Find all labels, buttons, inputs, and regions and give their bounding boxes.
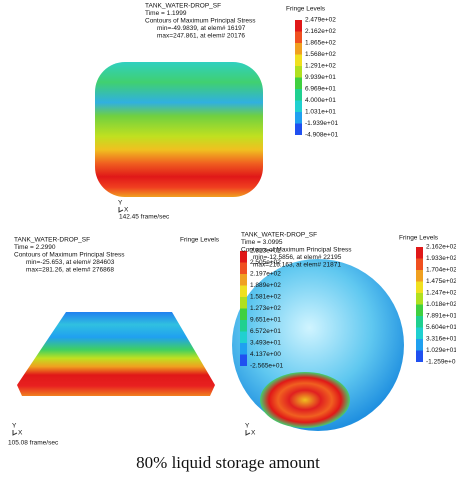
fringe-label: 3.316e+01 [426,336,456,343]
fringe-label: 2.197e+02 [250,271,281,278]
triad-x: X [124,207,129,214]
fringe-label: 3.493e+01 [250,340,281,347]
fringe-label: 1.568e+02 [305,51,336,58]
fringe-title: Fringe Levels [180,237,220,244]
colorbar-cell [240,354,247,366]
fringe-title: Fringe Levels [286,6,326,13]
colorbar-cell [240,262,247,274]
header-title: TANK_WATER-DROP_SF [145,3,221,10]
fringe-label: 9.651e+01 [250,317,281,324]
stress-spot [260,372,350,428]
header-min: min=-49.9839, at elem# 16197 [157,25,246,32]
header-min: min=-12.5856, at elem# 22195 [253,254,342,261]
header-title: TANK_WATER-DROP_SF [241,232,317,239]
colorbar-cell [416,304,423,316]
fringe-label: 6.572e+01 [250,328,281,335]
colorbar-cell [416,293,423,305]
colorbar-cell [295,100,302,112]
fringe-label: 1.865e+02 [305,40,336,47]
tank-model [95,62,263,197]
header-time: Time = 1.1999 [145,10,187,17]
fringe-label: 5.604e+01 [426,324,456,331]
header-title: TANK_WATER-DROP_SF [14,237,90,244]
fringe-label: 2.479e+02 [305,17,336,24]
colorbar-cell [240,320,247,332]
colorbar-cell [416,258,423,270]
fringe-label: 1.031e+01 [305,109,336,116]
fringe-label: 1.273e+02 [250,305,281,312]
colorbar-cell [240,331,247,343]
triad-y: Y [245,423,250,430]
colorbar-cell [295,89,302,101]
fringe-label: 2.813e+02 [250,248,281,255]
colorbar-cell [240,343,247,355]
tank-model [17,312,215,396]
header-time: Time = 3.0995 [241,239,283,246]
colorbar-cell [240,297,247,309]
fringe-label: 1.247e+02 [426,290,456,297]
colorbar-cell [240,274,247,286]
triad-y: Y [118,200,123,207]
fringe-label: 2.505e+02 [250,259,281,266]
colorbar-cell [416,247,423,259]
frame-rate: 105.08 frame/sec [8,440,59,447]
fringe-label: 1.029e+01 [426,347,456,354]
triad-y: Y [12,423,17,430]
colorbar-cell [240,285,247,297]
triad [118,207,124,213]
colorbar-cell [240,308,247,320]
fringe-label: -1.259e+01 [426,359,456,366]
header-contour: Contours of Maximum Principal Stress [145,18,256,25]
frame-rate: 142.45 frame/sec [119,214,170,221]
fringe-title: Fringe Levels [399,235,439,242]
fringe-label: 1.581e+02 [250,294,281,301]
colorbar-cell [416,339,423,351]
colorbar-cell [416,270,423,282]
fringe-label: 1.889e+02 [250,282,281,289]
colorbar-cell [240,251,247,263]
colorbar-cell [295,112,302,124]
colorbar-cell [295,66,302,78]
header-max: max=247.861, at elem# 20176 [157,33,245,40]
fringe-label: -2.565e+01 [250,363,283,370]
triad-x: X [251,430,256,437]
header-min: min=-25.653, at elem# 284603 [26,259,115,266]
fringe-label: 7.891e+01 [426,313,456,320]
fringe-label: 1.475e+02 [426,278,456,285]
fringe-label: 9.939e+01 [305,74,336,81]
fringe-label: 2.162e+02 [305,28,336,35]
triad [12,430,18,436]
colorbar-cell [416,327,423,339]
colorbar-cell [295,43,302,55]
triad-x: X [18,430,23,437]
fringe-label: 1.933e+02 [426,255,456,262]
colorbar-cell [416,316,423,328]
colorbar-cell [295,31,302,43]
fringe-label: -1.939e+01 [305,120,338,127]
header-contour: Contours of Maximum Principal Stress [241,247,352,254]
caption: 80% liquid storage amount [136,453,320,472]
fringe-label: 4.137e+00 [250,351,281,358]
colorbar-cell [416,281,423,293]
colorbar-cell [295,54,302,66]
fringe-label: -4.908e+01 [305,132,338,139]
header-time: Time = 2.2990 [14,244,56,251]
fringe-label: 4.000e+01 [305,97,336,104]
colorbar-cell [416,350,423,362]
header-contour: Contours of Maximum Principal Stress [14,252,125,259]
fringe-label: 1.704e+02 [426,267,456,274]
header-max: max=281.26, at elem# 276868 [26,267,114,274]
triad [245,430,251,436]
header-max: max=216.163, at elem# 21871 [253,262,341,269]
fringe-label: 2.162e+02 [426,244,456,251]
fringe-label: 1.018e+02 [426,301,456,308]
fringe-label: 1.291e+02 [305,63,336,70]
colorbar-cell [295,77,302,89]
colorbar-cell [295,20,302,32]
fringe-label: 6.969e+01 [305,86,336,93]
colorbar-cell [295,123,302,135]
